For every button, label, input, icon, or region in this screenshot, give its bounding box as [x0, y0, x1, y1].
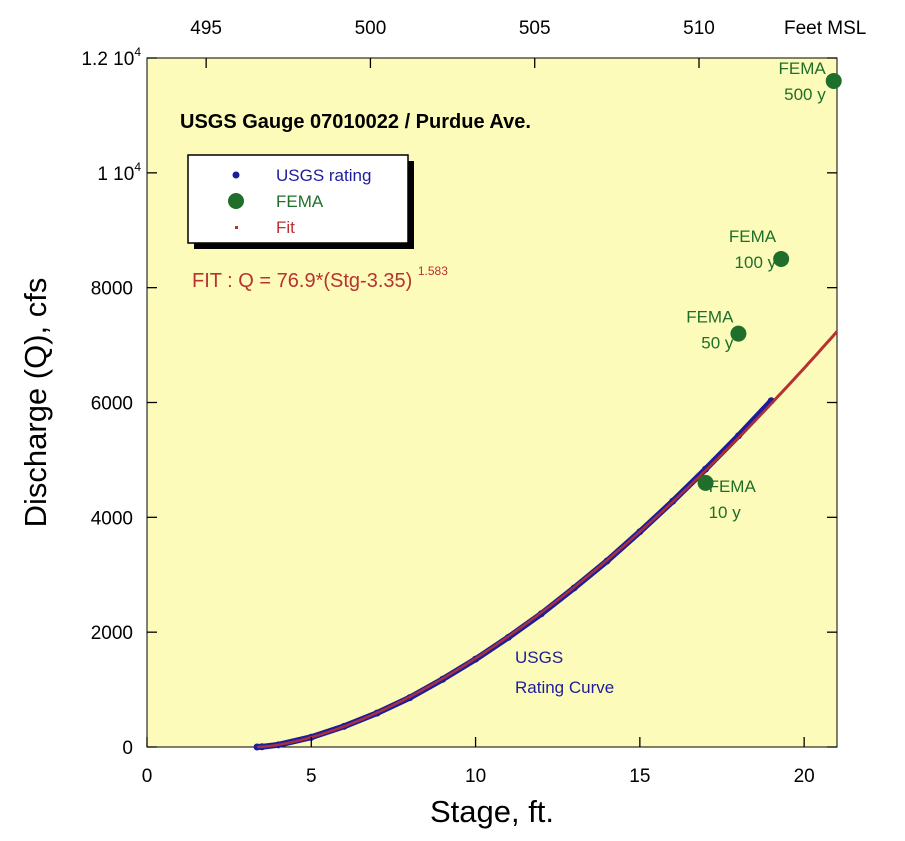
fema-point: [730, 325, 747, 342]
fema-point-label: 10 y: [709, 503, 742, 522]
y-tick-label-exponent: 4: [134, 160, 141, 174]
y-axis-label: Discharge (Q), cfs: [18, 278, 53, 528]
legend-usgs-rating-label: USGS rating: [276, 166, 371, 185]
x-axis-label: Stage, ft.: [430, 794, 554, 829]
fema-point-label: FEMA: [729, 227, 777, 246]
rating-curve-label-line1: USGS: [515, 648, 563, 667]
fema-point: [773, 250, 790, 267]
legend-fema-label: FEMA: [276, 192, 324, 211]
y-tick-label-exponent: 4: [134, 45, 141, 59]
rating-curve-label-line2: Rating Curve: [515, 678, 614, 697]
fema-point-label: 100 y: [735, 253, 777, 272]
y-axis-tick-label: 1 104: [97, 160, 141, 185]
fema-point-label: 500 y: [784, 85, 826, 104]
y-axis-tick-label: 8000: [91, 279, 133, 300]
top-axis-tick-label: 495: [190, 18, 222, 39]
top-axis-tick-label: 505: [519, 18, 551, 39]
x-axis-tick-label: 20: [794, 766, 815, 787]
fema-point: [697, 474, 714, 491]
chart-title: USGS Gauge 07010022 / Purdue Ave.: [180, 111, 531, 133]
legend-fema-marker: [228, 193, 244, 209]
y-tick-label-base: 1.2 10: [81, 49, 134, 70]
y-axis-tick-label: 1.2 104: [81, 45, 141, 70]
y-axis-tick-label: 4000: [91, 508, 133, 529]
legend-usgs-rating-marker: [232, 171, 240, 179]
fit-equation-exponent: 1.583: [418, 264, 448, 278]
legend-fit-label: Fit: [276, 218, 295, 237]
fema-point-label: FEMA: [709, 477, 757, 496]
fema-point-label: 50 y: [701, 334, 734, 353]
y-tick-label-base: 1 10: [97, 164, 134, 185]
x-axis-tick-label: 0: [142, 766, 153, 787]
x-axis-tick-label: 10: [465, 766, 486, 787]
fit-equation-annotation: FIT : Q = 76.9*(Stg-3.35) 1.583: [192, 264, 448, 292]
x-axis-tick-label: 15: [629, 766, 650, 787]
fema-point: [825, 72, 842, 89]
usgs-rating-point: [253, 743, 261, 751]
top-axis-tick-label: 510: [683, 18, 715, 39]
legend: USGS rating FEMA Fit: [187, 154, 414, 249]
legend-fit-marker: [235, 226, 238, 229]
top-axis-tick-label: 500: [355, 18, 387, 39]
y-axis-tick-label: 2000: [91, 623, 133, 644]
y-axis-tick-label: 6000: [91, 394, 133, 415]
x-axis-tick-label: 5: [306, 766, 317, 787]
fema-series-layer: FEMA 10 y FEMA 50 y FEMA 100 y FEMA 500 y: [686, 59, 842, 522]
y-axis-tick-label: 0: [122, 738, 133, 759]
usgs-rating-series-layer: [253, 330, 838, 751]
fema-point-label: FEMA: [778, 59, 826, 78]
secondary-x-axis-label: Feet MSL: [784, 18, 866, 39]
legend-box: [187, 154, 409, 244]
fit-equation-text: FIT : Q = 76.9*(Stg-3.35): [192, 270, 412, 292]
fema-point-label: FEMA: [686, 308, 734, 327]
fit-curve-overlay: [257, 330, 838, 749]
